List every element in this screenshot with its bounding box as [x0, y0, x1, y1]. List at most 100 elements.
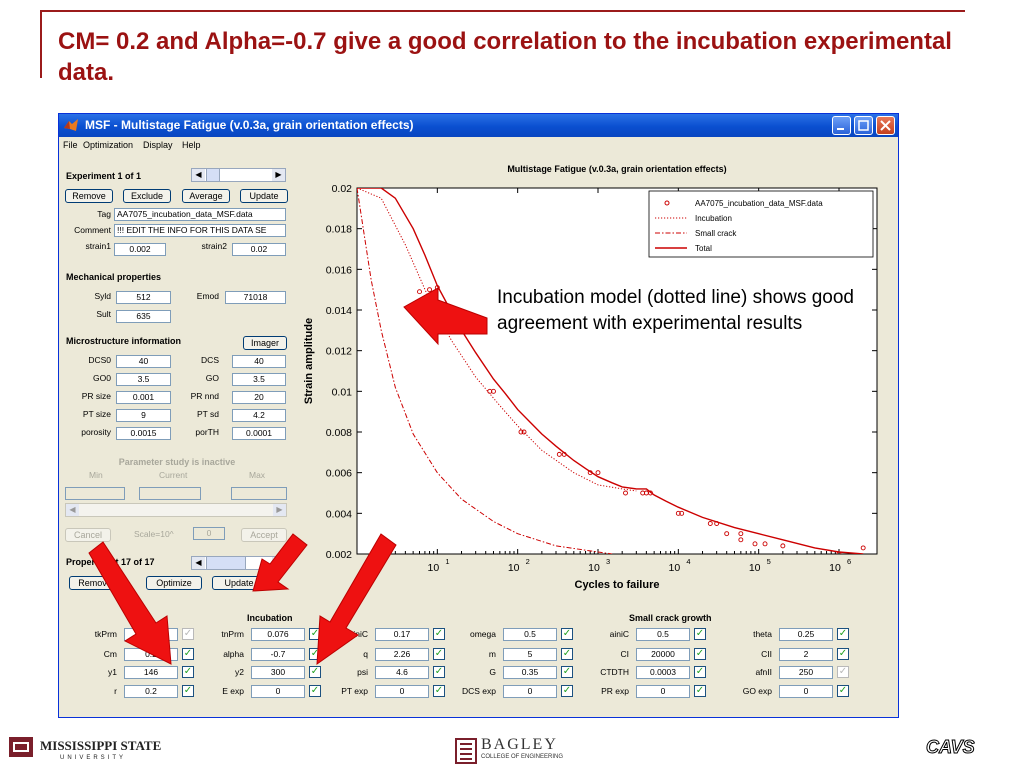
menu-display[interactable]: Display: [143, 140, 173, 150]
param-checkbox[interactable]: ✓: [433, 666, 445, 678]
param-checkbox[interactable]: ✓: [182, 666, 194, 678]
y-tick-label: 0.018: [326, 224, 352, 236]
strain2-input[interactable]: 0.02: [232, 243, 286, 256]
param-input[interactable]: [124, 628, 178, 641]
param-checkbox[interactable]: ✓: [694, 685, 706, 697]
param-checkbox[interactable]: ✓: [694, 628, 706, 640]
param-input[interactable]: 2: [779, 648, 833, 661]
scroll-thumb[interactable]: [206, 169, 220, 181]
tag-input[interactable]: AA7075_incubation_data_MSF.data: [114, 208, 286, 221]
param-checkbox[interactable]: ✓: [837, 648, 849, 660]
param-input[interactable]: 0.2: [124, 685, 178, 698]
param-input[interactable]: 300: [251, 666, 305, 679]
param-checkbox[interactable]: ✓: [309, 666, 321, 678]
experiment-scrollbar[interactable]: ◀ ▶: [191, 168, 286, 182]
pr-nnd-input[interactable]: 20: [232, 391, 286, 404]
param-checkbox[interactable]: ✓: [309, 685, 321, 697]
prop-scroll-left-icon[interactable]: ◀: [192, 557, 205, 569]
porosity-input[interactable]: 0.0015: [116, 427, 171, 440]
data-point: [675, 510, 681, 516]
pt-size-input[interactable]: 9: [116, 409, 171, 422]
param-input[interactable]: 0: [503, 685, 557, 698]
dcs0-label: DCS0: [88, 355, 111, 365]
menu-help[interactable]: Help: [182, 140, 201, 150]
min-input[interactable]: [65, 487, 125, 500]
cancel-button[interactable]: Cancel: [65, 528, 111, 542]
pr-size-label: PR size: [81, 391, 111, 401]
go0-input[interactable]: 3.5: [116, 373, 171, 386]
param-checkbox[interactable]: ✓: [182, 628, 194, 640]
param-input[interactable]: 0: [636, 685, 690, 698]
strain1-input[interactable]: 0.002: [114, 243, 166, 256]
pr-size-input[interactable]: 0.001: [116, 391, 171, 404]
pt-sd-input[interactable]: 4.2: [232, 409, 286, 422]
max-input[interactable]: [231, 487, 287, 500]
param-checkbox[interactable]: ✓: [182, 648, 194, 660]
go-input[interactable]: 3.5: [232, 373, 286, 386]
param-checkbox[interactable]: ✓: [561, 648, 573, 660]
param-input[interactable]: 0.25: [779, 628, 833, 641]
param-checkbox[interactable]: ✓: [837, 666, 849, 678]
param-input[interactable]: 0: [779, 685, 833, 698]
dcs0-input[interactable]: 40: [116, 355, 171, 368]
param-checkbox[interactable]: ✓: [561, 685, 573, 697]
param-input[interactable]: 0.076: [251, 628, 305, 641]
param-input[interactable]: 0: [251, 685, 305, 698]
param-input[interactable]: 0.17: [375, 628, 429, 641]
param-input[interactable]: 2.26: [375, 648, 429, 661]
x-axis-label: Cycles to failure: [575, 579, 660, 591]
scale-input[interactable]: 0: [193, 527, 225, 540]
menu-optimization[interactable]: Optimization: [83, 140, 134, 150]
param-checkbox[interactable]: ✓: [433, 648, 445, 660]
param-input[interactable]: 5: [503, 648, 557, 661]
param-scroll-right-icon[interactable]: ▶: [273, 504, 286, 516]
param-input[interactable]: 0.5: [503, 628, 557, 641]
update-experiment-button[interactable]: Update: [240, 189, 288, 203]
param-checkbox[interactable]: ✓: [433, 628, 445, 640]
param-checkbox[interactable]: ✓: [433, 685, 445, 697]
param-input[interactable]: 4.6: [375, 666, 429, 679]
param-scrollbar[interactable]: ◀ ▶: [65, 503, 287, 517]
scroll-left-icon[interactable]: ◀: [192, 169, 205, 181]
param-input[interactable]: -0.7: [251, 648, 305, 661]
param-checkbox[interactable]: ✓: [182, 685, 194, 697]
syld-label: Syld: [94, 291, 111, 301]
chart-title: Multistage Fatigue (v.0.3a, grain orient…: [507, 164, 726, 174]
param-input[interactable]: 0.35: [503, 666, 557, 679]
maximize-button[interactable]: [854, 116, 873, 135]
emod-input[interactable]: 71018: [225, 291, 286, 304]
scroll-right-icon[interactable]: ▶: [272, 169, 285, 181]
param-label: PT exp: [341, 686, 368, 696]
dcs-input[interactable]: 40: [232, 355, 286, 368]
param-scroll-left-icon[interactable]: ◀: [66, 504, 79, 516]
syld-input[interactable]: 512: [116, 291, 171, 304]
exclude-button[interactable]: Exclude: [123, 189, 171, 203]
param-checkbox[interactable]: ✓: [694, 666, 706, 678]
param-input[interactable]: 0.2: [124, 648, 178, 661]
minimize-button[interactable]: [832, 116, 851, 135]
close-button[interactable]: [876, 116, 895, 135]
param-checkbox[interactable]: ✓: [837, 628, 849, 640]
remove-experiment-button[interactable]: Remove: [65, 189, 113, 203]
porth-input[interactable]: 0.0001: [232, 427, 286, 440]
param-checkbox[interactable]: ✓: [837, 685, 849, 697]
param-input[interactable]: 20000: [636, 648, 690, 661]
prop-scroll-thumb[interactable]: [206, 557, 246, 569]
param-checkbox[interactable]: ✓: [694, 648, 706, 660]
current-input[interactable]: [139, 487, 201, 500]
sult-input[interactable]: 635: [116, 310, 171, 323]
param-checkbox[interactable]: ✓: [561, 628, 573, 640]
x-tick-label: 10: [668, 562, 680, 574]
menu-file[interactable]: File: [63, 140, 78, 150]
param-input[interactable]: 146: [124, 666, 178, 679]
imager-button[interactable]: Imager: [243, 336, 287, 350]
param-input[interactable]: 0.5: [636, 628, 690, 641]
param-input[interactable]: 0: [375, 685, 429, 698]
param-input[interactable]: 250: [779, 666, 833, 679]
data-point: [521, 429, 527, 435]
y-tick-label: 0.004: [326, 508, 352, 520]
param-checkbox[interactable]: ✓: [561, 666, 573, 678]
average-button[interactable]: Average: [182, 189, 230, 203]
param-input[interactable]: 0.0003: [636, 666, 690, 679]
comment-input[interactable]: !!! EDIT THE INFO FOR THIS DATA SE: [114, 224, 286, 237]
